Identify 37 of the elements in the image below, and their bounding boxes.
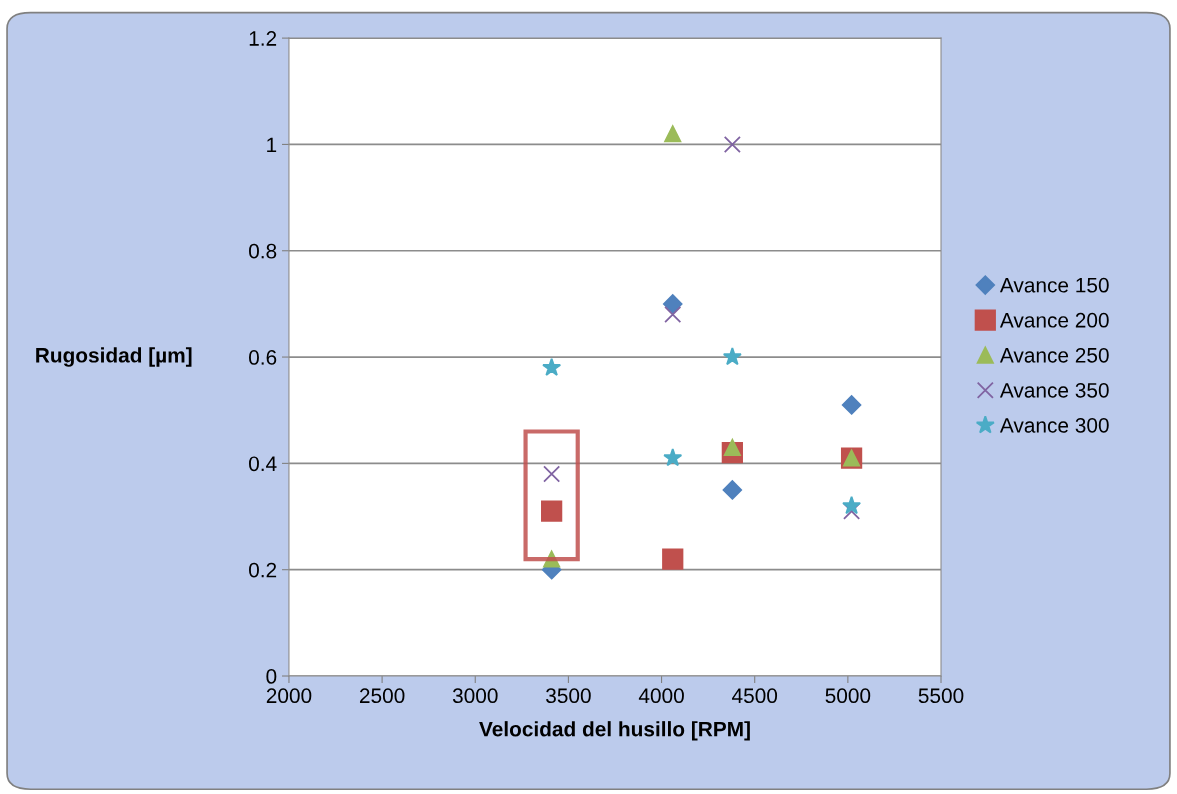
y-tick-label: 0.4 — [249, 456, 277, 472]
point — [722, 480, 743, 500]
legend-label: Avance 250 — [999, 347, 1109, 363]
point — [723, 135, 741, 153]
point — [542, 357, 562, 376]
x-axis-title: Velocidad del husillo [RPM] — [479, 721, 750, 741]
point — [663, 448, 683, 467]
x-tick-label: 2500 — [359, 688, 405, 704]
x-tick-label: 3500 — [546, 688, 591, 704]
y-tick-label: 1 — [267, 137, 277, 152]
x-tick-label: 4000 — [638, 688, 684, 704]
point — [664, 305, 682, 324]
y-tick-label: 0.2 — [249, 562, 277, 578]
point — [541, 500, 563, 522]
point — [662, 548, 684, 570]
legend-label: Avance 200 — [999, 312, 1109, 328]
point — [662, 294, 683, 314]
legend-label: Avance 300 — [999, 417, 1109, 433]
x-tick-label: 4500 — [732, 688, 778, 704]
x-tick-label: 5500 — [918, 688, 964, 704]
x-tick-label: 3000 — [452, 688, 498, 704]
point — [664, 125, 682, 143]
x-tick-label: 2000 — [266, 688, 312, 704]
y-tick-label: 0.8 — [249, 243, 277, 259]
point — [723, 438, 741, 456]
y-tick-label: 0.6 — [249, 350, 277, 365]
point — [543, 465, 561, 483]
legend-label: Avance 150 — [999, 277, 1109, 293]
legend-label: Avance 350 — [999, 382, 1109, 398]
point — [722, 347, 742, 366]
y-tick-label: 1.2 — [249, 31, 277, 46]
point — [842, 495, 862, 515]
y-tick-label: 0 — [266, 669, 277, 684]
point — [843, 502, 861, 520]
y-axis-title: Rugosidad [µm] — [36, 347, 192, 367]
point — [841, 395, 862, 415]
x-tick-label: 5000 — [825, 688, 871, 704]
